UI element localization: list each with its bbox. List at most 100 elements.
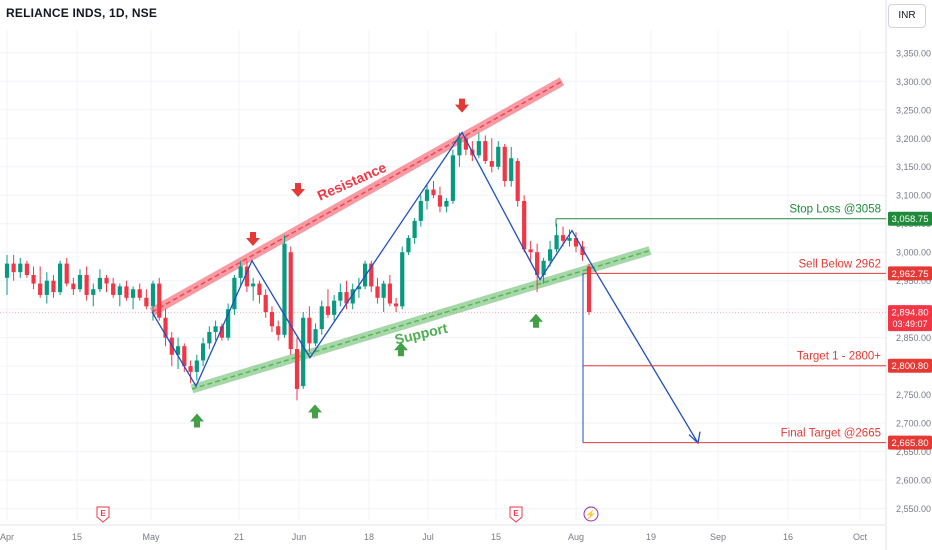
candle-body xyxy=(463,138,468,150)
candle-body xyxy=(38,283,43,295)
candle-body xyxy=(586,266,592,313)
candle-body xyxy=(393,303,399,307)
candle-body xyxy=(226,309,231,338)
candle-body xyxy=(137,289,142,298)
candle-body xyxy=(476,141,481,156)
candle-body xyxy=(547,249,553,261)
candle-body xyxy=(489,161,494,167)
candle-body xyxy=(117,286,122,295)
grid xyxy=(0,30,886,520)
price-label-box xyxy=(888,435,932,450)
candle-body xyxy=(11,263,16,273)
candle-body xyxy=(412,220,417,238)
y-tick-label: 3,150.00 xyxy=(896,162,931,172)
x-tick-label: 21 xyxy=(234,532,244,542)
candle-body xyxy=(232,277,237,310)
price-label-value: 2,665.80 xyxy=(892,438,929,449)
x-tick-label: 16 xyxy=(783,532,793,542)
candle-body xyxy=(325,306,331,315)
price-label-value: 3,058.75 xyxy=(892,214,929,225)
candle-body xyxy=(31,275,36,284)
resistance-dash xyxy=(151,80,563,313)
candle-body xyxy=(381,283,386,298)
support-band xyxy=(190,246,652,394)
price-label-value: 2,800.80 xyxy=(892,361,929,372)
candle-body xyxy=(276,326,281,335)
drawings: Stop Loss @3058 Sell Below 2962 Target 1 -… xyxy=(151,98,886,445)
price-label-value: 2,894.80 xyxy=(892,308,929,319)
candle-body xyxy=(282,243,287,335)
price-label-countdown: 03:49:07 xyxy=(892,319,927,329)
x-tick-label: May xyxy=(142,532,160,542)
candle-body xyxy=(350,289,355,304)
candle-body xyxy=(51,280,56,293)
candle-body xyxy=(213,326,218,332)
candle-body xyxy=(257,283,262,295)
candle-body xyxy=(251,283,256,287)
candle-body xyxy=(450,155,456,201)
up-arrow xyxy=(394,342,408,357)
level-label: Final Target @2665 xyxy=(781,428,881,440)
dividend-marker xyxy=(583,506,599,522)
candle-body xyxy=(483,141,488,162)
y-tick-label: 3,200.00 xyxy=(896,134,931,144)
x-tick-label: Jul xyxy=(422,532,434,542)
down-arrow xyxy=(455,98,469,113)
currency-button[interactable]: INR xyxy=(888,4,926,28)
candle-body xyxy=(194,360,199,372)
candle-body xyxy=(244,266,250,287)
candle-body xyxy=(344,292,349,304)
candle-body xyxy=(144,297,149,307)
candle-body xyxy=(535,252,540,275)
candle-body xyxy=(44,280,49,295)
candle-body xyxy=(301,317,306,387)
candles xyxy=(4,132,592,401)
candle-body xyxy=(431,189,436,196)
candle-body xyxy=(387,283,392,304)
candle-body xyxy=(528,249,533,253)
candle-body xyxy=(457,138,462,156)
dividend-marker-label: ⚡ xyxy=(585,509,596,521)
candle-body xyxy=(104,277,109,284)
y-tick-label: 2,750.00 xyxy=(896,390,931,400)
candle-body xyxy=(57,263,63,293)
price-label-box xyxy=(888,305,932,332)
candle-body xyxy=(175,346,181,355)
earnings-marker xyxy=(96,506,110,523)
candle-body xyxy=(369,263,374,287)
y-tick-label: 3,250.00 xyxy=(896,105,931,115)
up-arrow xyxy=(190,413,204,428)
candle-body xyxy=(130,289,136,298)
candle-body xyxy=(263,294,268,313)
candle-body xyxy=(573,237,579,247)
candle-body xyxy=(554,235,559,250)
time-axis: Apr 15 May 21 Jun 18 Jul 15 Aug 19 Sep 16 Oct E E ⚡ xyxy=(0,506,886,542)
candle-body xyxy=(238,266,243,278)
y-tick-label: 3,350.00 xyxy=(896,48,931,58)
candle-body xyxy=(294,349,300,389)
candle-body xyxy=(444,200,449,207)
candle-body xyxy=(219,326,224,338)
candle-body xyxy=(406,237,411,253)
candle-body xyxy=(269,312,275,327)
candle-body xyxy=(157,283,162,318)
level-label: Sell Below 2962 xyxy=(799,258,881,270)
candle-body xyxy=(541,260,546,275)
candle-body xyxy=(313,329,318,344)
candle-body xyxy=(188,366,193,372)
y-tick-label: 2,700.00 xyxy=(896,419,931,429)
candle-body xyxy=(418,200,423,221)
y-tick-label: 3,100.00 xyxy=(896,191,931,201)
candle-body xyxy=(515,161,520,201)
candle-body xyxy=(375,286,380,298)
candle-body xyxy=(84,275,89,295)
x-tick-label: 15 xyxy=(491,532,501,542)
y-tick-label: 2,950.00 xyxy=(896,276,931,286)
earnings-marker-label: E xyxy=(100,509,106,518)
candle-body xyxy=(64,263,69,284)
candle-body xyxy=(124,286,129,298)
level-label: Target 1 - 2800+ xyxy=(797,351,881,363)
x-tick-label: 19 xyxy=(646,532,656,542)
